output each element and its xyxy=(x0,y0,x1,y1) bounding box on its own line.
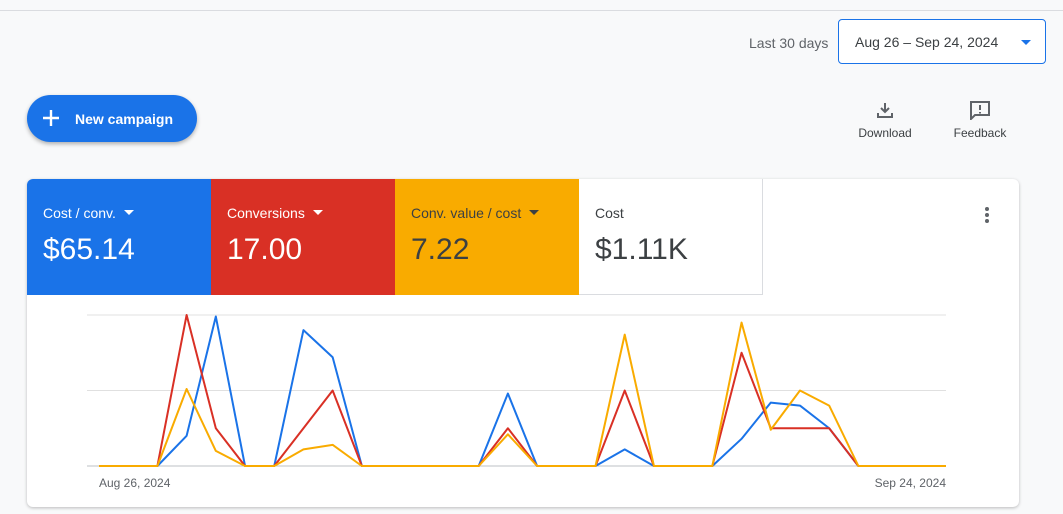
range-label: Last 30 days xyxy=(749,35,829,51)
chart-card: Cost / conv. $65.14 Conversions 17.00 Conv. … xyxy=(27,179,1019,507)
metric-label: Cost xyxy=(595,205,624,221)
metric-tile[interactable]: Conversions 17.00 xyxy=(211,179,395,295)
series-line xyxy=(99,314,946,467)
download-label: Download xyxy=(858,126,912,140)
dropdown-arrow xyxy=(124,210,134,215)
metric-label: Cost / conv. xyxy=(43,205,116,221)
x-tick-label: Aug 26, 2024 xyxy=(99,476,171,490)
series-line xyxy=(99,321,946,467)
dropdown-arrow xyxy=(313,210,323,215)
feedback-button[interactable]: Feedback xyxy=(940,100,1020,140)
plus-icon xyxy=(43,110,59,126)
date-picker[interactable]: Aug 26 – Sep 24, 2024 xyxy=(838,19,1046,64)
new-campaign-button[interactable]: New campaign xyxy=(27,95,197,142)
metric-value: $65.14 xyxy=(43,233,135,266)
download-icon xyxy=(877,103,893,118)
date-range: Aug 26 – Sep 24, 2024 xyxy=(855,34,999,50)
x-tick-label: Sep 24, 2024 xyxy=(875,476,947,490)
line-chart: Aug 26, 2024 Sep 24, 2024 xyxy=(87,314,947,490)
metric-tile[interactable]: Cost $1.11K xyxy=(579,179,763,295)
metric-value: 7.22 xyxy=(411,233,470,266)
metric-label: Conv. value / cost xyxy=(411,205,522,221)
dropdown-arrow xyxy=(529,210,539,215)
metric-tile[interactable]: Conv. value / cost 7.22 xyxy=(395,179,579,295)
more-menu[interactable] xyxy=(984,206,990,224)
feedback-label: Feedback xyxy=(953,126,1007,140)
metric-value: 17.00 xyxy=(227,233,303,266)
divider xyxy=(0,10,1063,11)
series-line xyxy=(99,315,946,467)
metric-tile[interactable]: Cost / conv. $65.14 xyxy=(27,179,211,295)
dropdown-arrow xyxy=(1021,40,1031,45)
button-label: New campaign xyxy=(75,111,174,127)
metric-label: Conversions xyxy=(227,205,305,221)
download-button[interactable]: Download xyxy=(845,100,925,140)
metric-value: $1.11K xyxy=(595,233,688,266)
feedback-icon xyxy=(970,101,990,120)
